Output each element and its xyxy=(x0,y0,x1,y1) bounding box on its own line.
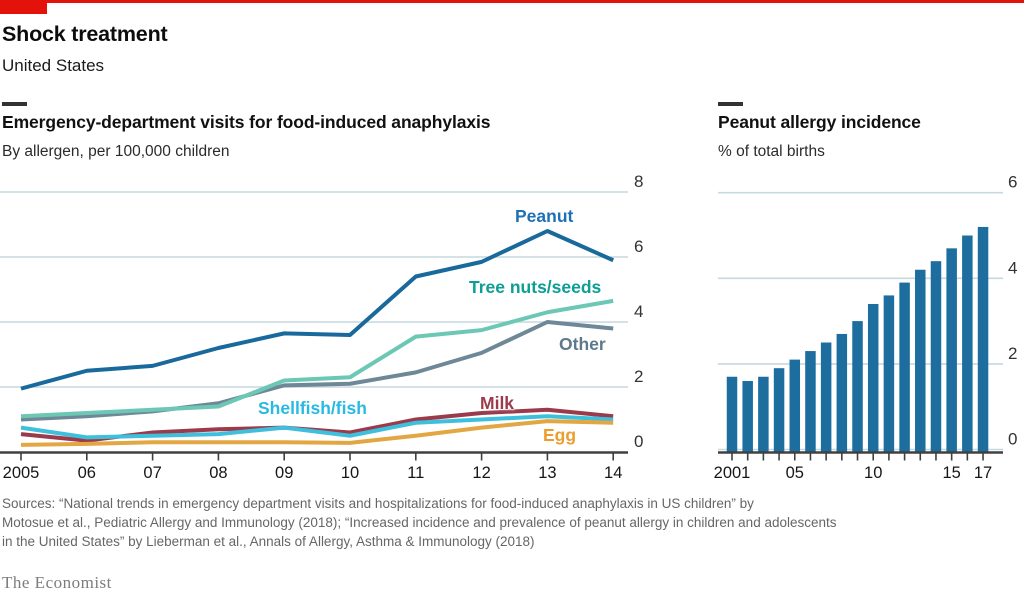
top-red-rule xyxy=(0,0,1024,3)
bar-2014 xyxy=(930,261,942,453)
right-chart-subtitle: % of total births xyxy=(718,143,825,160)
bar-2001 xyxy=(726,376,738,453)
right-ytick-label: 6 xyxy=(1008,173,1017,192)
left-xtick-label: 13 xyxy=(538,464,556,482)
series-label-peanut: Peanut xyxy=(515,206,574,226)
page-title: Shock treatment xyxy=(2,22,168,46)
bar-2006 xyxy=(805,351,816,453)
right-xtick-label: 10 xyxy=(864,464,882,482)
sources-line: Motosue et al., Pediatric Allergy and Im… xyxy=(2,515,837,530)
bar-2013 xyxy=(915,269,926,453)
right-panel-dash xyxy=(718,102,743,106)
line-other xyxy=(20,320,614,422)
left-xtick-label: 07 xyxy=(143,464,161,482)
publication-brand: The Economist xyxy=(2,573,112,592)
bar-2015 xyxy=(946,248,957,453)
line-shellfish-fish xyxy=(20,414,614,440)
right-chart-title: Peanut allergy incidence xyxy=(718,112,921,132)
bar-2008 xyxy=(836,333,848,453)
left-ytick-label: 2 xyxy=(634,367,643,386)
series-label-milk: Milk xyxy=(480,393,515,413)
left-chart-title: Emergency-department visits for food-ind… xyxy=(2,112,491,132)
left-chart-subtitle: By allergen, per 100,000 children xyxy=(2,143,230,160)
right-xtick-label: 15 xyxy=(942,464,960,482)
bar-2002 xyxy=(742,381,753,453)
series-label-other: Other xyxy=(559,334,606,354)
left-xtick-label: 09 xyxy=(275,464,293,482)
bar-2016 xyxy=(962,235,973,453)
right-ytick-label: 0 xyxy=(1008,430,1017,449)
left-xtick-label: 10 xyxy=(341,464,359,482)
left-xtick-label: 11 xyxy=(407,464,424,482)
left-xtick-label: 06 xyxy=(78,464,96,482)
bar-2017 xyxy=(977,226,989,453)
right-xtick-label: 2001 xyxy=(714,464,751,482)
sources-line: Sources: “National trends in emergency d… xyxy=(2,496,754,511)
left-panel-dash xyxy=(2,102,27,106)
line-egg xyxy=(20,419,614,447)
left-xtick-label: 14 xyxy=(604,464,622,482)
bar-2007 xyxy=(820,342,832,453)
series-label-egg: Egg xyxy=(543,425,577,445)
series-label-tree-nuts-seeds: Tree nuts/seeds xyxy=(469,277,602,297)
series-label-shellfish-fish: Shellfish/fish xyxy=(258,398,367,418)
left-ytick-label: 0 xyxy=(634,432,643,451)
right-ytick-label: 2 xyxy=(1008,344,1017,363)
right-xtick-label: 17 xyxy=(974,464,992,482)
bar-2009 xyxy=(852,321,863,453)
left-ytick-label: 4 xyxy=(634,302,643,321)
line-tree-nuts-seeds xyxy=(20,298,614,419)
left-xtick-label: 2005 xyxy=(3,464,40,482)
sources-note: Sources: “National trends in emergency d… xyxy=(2,494,837,551)
right-ytick-label: 4 xyxy=(1008,258,1017,277)
left-xtick-label: 08 xyxy=(209,464,227,482)
bar-2011 xyxy=(883,295,895,453)
bar-2003 xyxy=(758,376,769,453)
bar-2010 xyxy=(867,303,879,453)
left-ytick-label: 6 xyxy=(634,237,643,256)
bar-2004 xyxy=(773,368,785,453)
line-peanut xyxy=(20,229,615,391)
right-xtick-label: 05 xyxy=(786,464,804,482)
left-ytick-label: 8 xyxy=(634,172,643,191)
page-subtitle: United States xyxy=(2,56,105,75)
bar-2005 xyxy=(789,359,801,453)
sources-line: in the United States” by Lieberman et al… xyxy=(2,534,535,549)
economist-red-tab xyxy=(0,0,47,14)
left-xtick-label: 12 xyxy=(472,464,490,482)
bar-2012 xyxy=(899,282,910,453)
